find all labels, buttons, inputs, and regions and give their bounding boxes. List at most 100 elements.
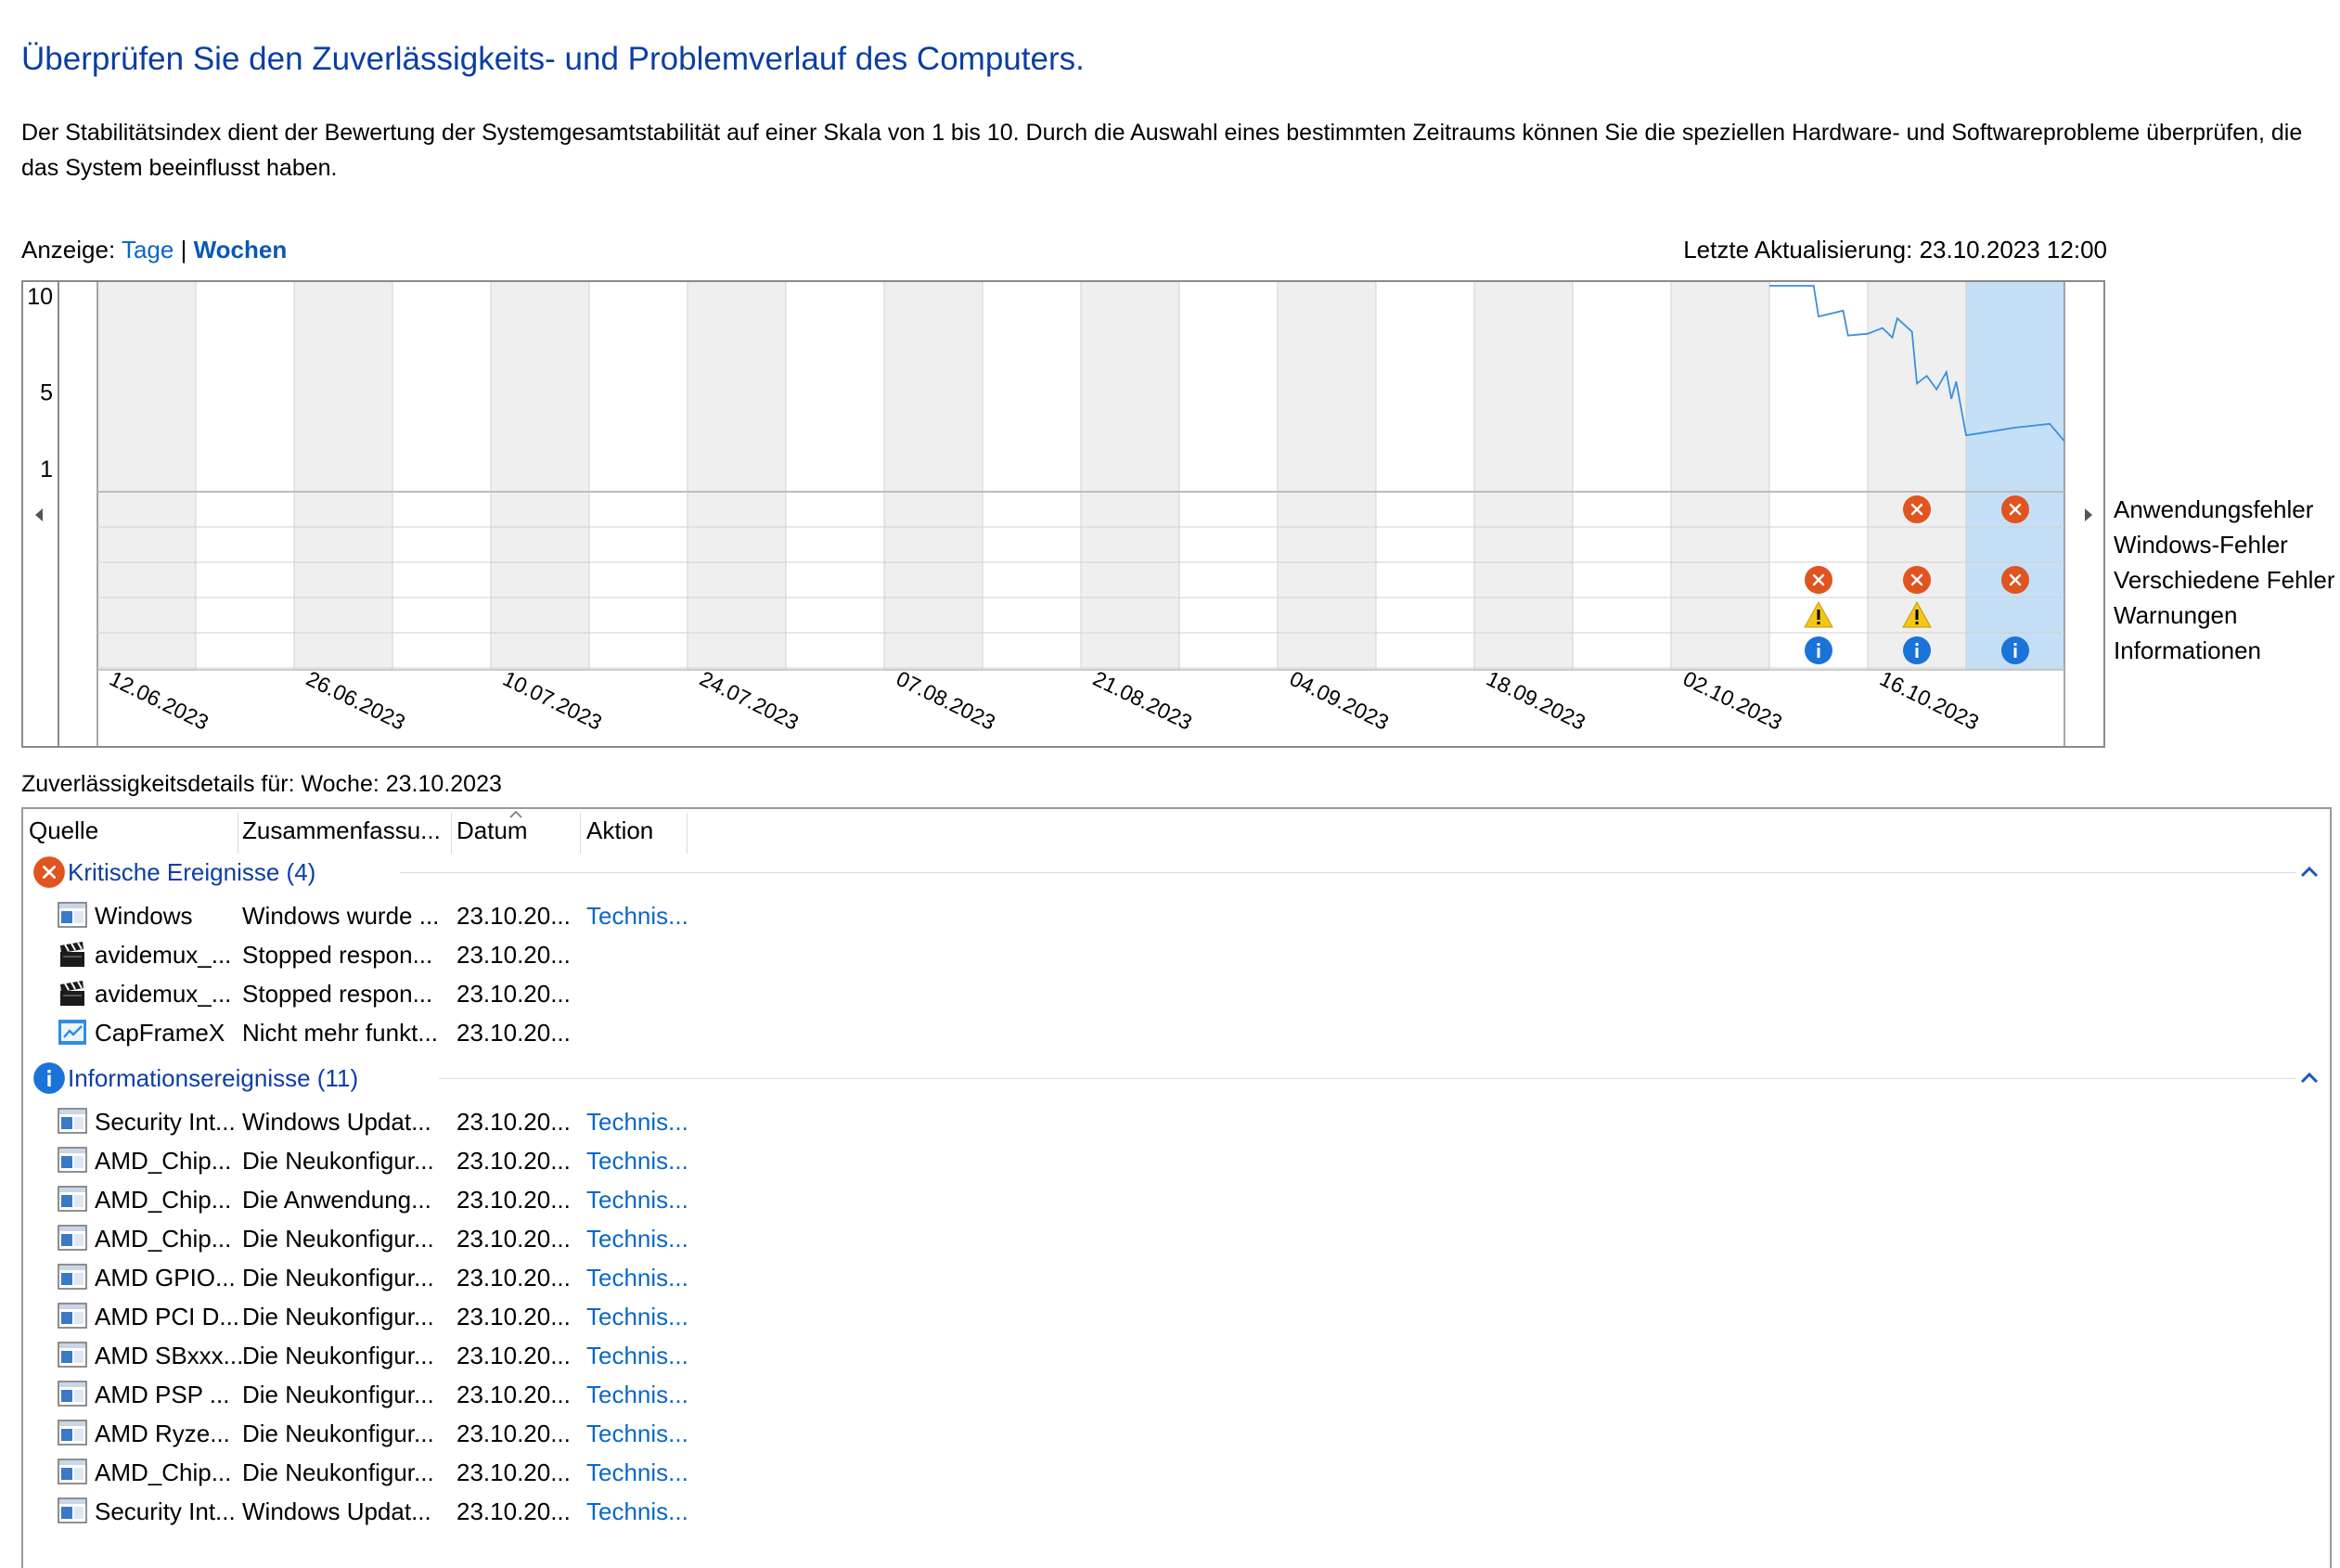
info-icon[interactable] (1805, 636, 1832, 664)
warning-icon[interactable] (1804, 600, 1833, 628)
table-row[interactable]: AMD PCI D... Die Neukonfigur... 23.10.20..… (28, 1297, 2320, 1336)
cell-source: AMD PCI D... (95, 1303, 240, 1330)
week-column[interactable] (97, 282, 196, 670)
cell-action[interactable]: Technis... (586, 1108, 688, 1136)
week-column[interactable] (1573, 282, 1671, 670)
cell-action[interactable]: Technis... (586, 1420, 688, 1447)
cell-source: CapFrameX (95, 1019, 225, 1047)
cell-source: AMD Ryze... (95, 1420, 230, 1447)
column-header-action[interactable]: Aktion (586, 816, 654, 844)
column-header-date[interactable]: Datum (456, 816, 528, 844)
column-separator[interactable] (580, 813, 581, 854)
week-column[interactable] (688, 282, 786, 670)
cell-date: 23.10.20... (456, 1303, 571, 1330)
cell-action[interactable]: Technis... (586, 1497, 688, 1525)
table-row[interactable]: avidemux_... Stopped respon... 23.10.20... (28, 974, 2320, 1013)
week-column[interactable] (1966, 282, 2064, 670)
table-row[interactable]: AMD PSP ... Die Neukonfigur... 23.10.20...… (28, 1375, 2320, 1414)
error-icon[interactable] (1805, 566, 1832, 594)
cell-summary: Die Neukonfigur... (242, 1459, 434, 1486)
table-row[interactable]: AMD SBxxx... Die Neukonfigur... 23.10.20..… (28, 1336, 2320, 1375)
week-column[interactable] (884, 282, 983, 670)
cell-date: 23.10.20... (456, 1342, 571, 1369)
error-icon[interactable] (1903, 566, 1931, 594)
week-column[interactable] (1376, 282, 1474, 670)
table-row[interactable]: Security Int... Windows Updat... 23.10.20.… (28, 1492, 2320, 1531)
week-column[interactable] (294, 282, 392, 670)
chart-scroll-right-icon[interactable] (2075, 501, 2102, 529)
cell-action[interactable]: Technis... (586, 1186, 688, 1214)
view-separator: | (180, 236, 187, 263)
cell-action[interactable]: Technis... (586, 1264, 688, 1292)
reliability-chart-frame (21, 280, 2105, 748)
page-title: Überprüfen Sie den Zuverlässigkeits- und… (21, 41, 1085, 77)
error-icon[interactable] (2001, 495, 2029, 523)
week-column[interactable] (1081, 282, 1179, 670)
week-column[interactable] (1671, 282, 1769, 670)
cell-action[interactable]: Technis... (586, 1459, 688, 1486)
cell-action[interactable]: Technis... (586, 1147, 688, 1175)
y-tick-label: 1 (40, 456, 53, 482)
app-window-icon (58, 1381, 87, 1408)
cell-date: 23.10.20... (456, 1147, 571, 1175)
cell-action[interactable]: Technis... (586, 1342, 688, 1369)
table-row[interactable]: AMD GPIO... Die Neukonfigur... 23.10.20...… (28, 1258, 2320, 1297)
week-column[interactable] (491, 282, 589, 670)
app-window-icon (58, 1342, 87, 1369)
cell-action[interactable]: Technis... (586, 1381, 688, 1408)
cell-summary: Die Neukonfigur... (242, 1303, 434, 1330)
x-tick-label: 04.09.2023 (1286, 666, 1393, 735)
table-row[interactable]: Security Int... Windows Updat... 23.10.20.… (28, 1102, 2320, 1141)
cell-source: Security Int... (95, 1108, 236, 1136)
group-header[interactable]: Kritische Ereignisse (4) (32, 855, 315, 889)
error-icon[interactable] (2001, 566, 2029, 594)
cell-summary: Stopped respon... (242, 980, 433, 1008)
cell-action[interactable]: Technis... (586, 1225, 688, 1253)
info-icon[interactable] (1903, 636, 1931, 664)
table-row[interactable]: AMD Ryze... Die Neukonfigur... 23.10.20...… (28, 1414, 2320, 1453)
week-column[interactable] (392, 282, 491, 670)
warning-icon[interactable] (1902, 600, 1932, 628)
table-row[interactable]: AMD_Chip... Die Anwendung... 23.10.20... Te… (28, 1180, 2320, 1219)
group-header[interactable]: Informationsereignisse (11) (32, 1061, 358, 1095)
week-column[interactable] (1179, 282, 1278, 670)
week-column[interactable] (196, 282, 294, 670)
table-row[interactable]: AMD_Chip... Die Neukonfigur... 23.10.20...… (28, 1141, 2320, 1180)
event-row-label: Anwendungsfehler (2114, 495, 2314, 523)
column-header-summary[interactable]: Zusammenfassu... (242, 816, 441, 844)
cell-date: 23.10.20... (456, 1459, 571, 1486)
table-row[interactable]: Windows Windows wurde ... 23.10.20... Techn… (28, 896, 2320, 935)
collapse-chevron-icon[interactable] (2299, 865, 2320, 880)
collapse-chevron-icon[interactable] (2299, 1071, 2320, 1086)
info-icon[interactable] (2001, 636, 2029, 664)
error-icon (32, 855, 66, 889)
week-column[interactable] (589, 282, 688, 670)
view-weeks-link[interactable]: Wochen (193, 236, 288, 263)
x-tick-label: 07.08.2023 (893, 666, 999, 735)
week-column[interactable] (1474, 282, 1573, 670)
reliability-chart[interactable]: 10 5 1 12.06.2023 26.06.2023 10.07.2023 24.07.… (23, 282, 2103, 746)
week-column[interactable] (983, 282, 1081, 670)
cell-date: 23.10.20... (456, 941, 571, 969)
event-row-label: Verschiedene Fehler (2114, 566, 2335, 594)
cell-action[interactable]: Technis... (586, 1303, 688, 1330)
app-window-icon (58, 1303, 87, 1330)
view-days-link[interactable]: Tage (121, 236, 174, 263)
week-column[interactable] (786, 282, 884, 670)
table-row[interactable]: AMD_Chip... Die Neukonfigur... 23.10.20...… (28, 1453, 2320, 1492)
table-row[interactable]: AMD_Chip... Die Neukonfigur... 23.10.20...… (28, 1219, 2320, 1258)
cell-source: Security Int... (95, 1497, 236, 1525)
chart-scroll-left-icon[interactable] (25, 501, 53, 529)
table-row[interactable]: CapFrameX Nicht mehr funkt... 23.10.20... (28, 1013, 2320, 1052)
week-column[interactable] (1278, 282, 1376, 670)
table-row[interactable]: avidemux_... Stopped respon... 23.10.20... (28, 935, 2320, 974)
column-separator[interactable] (687, 813, 688, 854)
cell-action[interactable]: Technis... (586, 902, 688, 930)
y-tick-label: 5 (40, 379, 53, 405)
error-icon[interactable] (1903, 495, 1931, 523)
cell-date: 23.10.20... (456, 1264, 571, 1292)
column-separator[interactable] (451, 813, 452, 854)
app-window-icon (58, 1459, 87, 1486)
column-header-source[interactable]: Quelle (29, 816, 99, 844)
cell-summary: Windows wurde ... (242, 902, 440, 930)
